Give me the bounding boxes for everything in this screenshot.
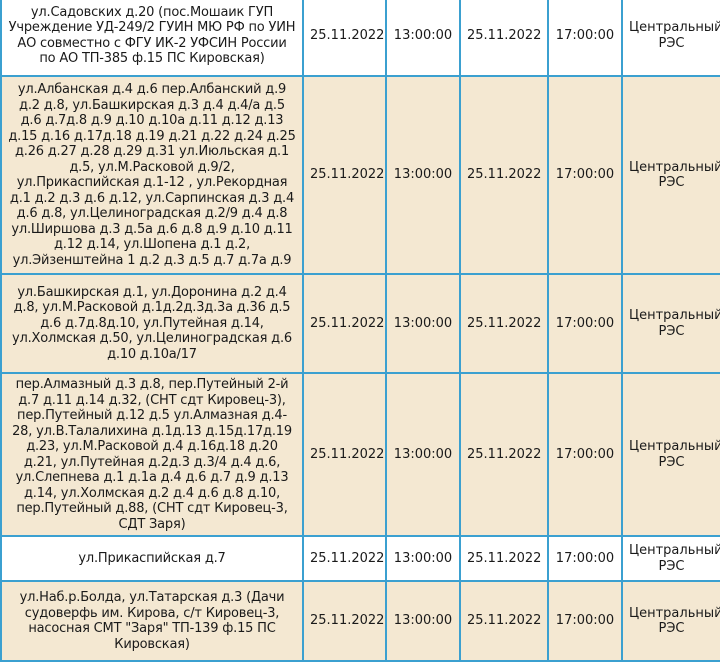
start-time-cell: 13:00:00 [385, 0, 461, 77]
end-date-cell: 25.11.2022 [459, 273, 549, 374]
start-date-cell: 25.11.2022 [302, 0, 387, 77]
start-date-cell: 25.11.2022 [302, 75, 387, 275]
address-cell: ул.Наб.р.Болда, ул.Татарская д.3 (Дачи с… [0, 580, 304, 662]
address-cell: ул.Прикаспийская д.7 [0, 535, 304, 582]
district-cell: Центральный РЭС [621, 580, 720, 662]
table-row: ул.Башкирская д.1, ул.Доронина д.2 д.4 д… [0, 273, 720, 374]
start-time-cell: 13:00:00 [385, 580, 461, 662]
start-time-cell: 13:00:00 [385, 372, 461, 537]
start-time-cell: 13:00:00 [385, 75, 461, 275]
end-date-cell: 25.11.2022 [459, 535, 549, 582]
end-time-cell: 17:00:00 [547, 580, 623, 662]
district-cell: Центральный РЭС [621, 75, 720, 275]
district-cell: Центральный РЭС [621, 372, 720, 537]
start-date-cell: 25.11.2022 [302, 535, 387, 582]
table-row: ул.Наб.р.Болда, ул.Татарская д.3 (Дачи с… [0, 580, 720, 662]
address-cell: ул.Садовских д.20 (пос.Мошаик ГУП Учрежд… [0, 0, 304, 77]
end-time-cell: 17:00:00 [547, 75, 623, 275]
district-cell: Центральный РЭС [621, 273, 720, 374]
table-row: ул.Прикаспийская д.7 25.11.2022 13:00:00… [0, 535, 720, 582]
end-time-cell: 17:00:00 [547, 273, 623, 374]
start-date-cell: 25.11.2022 [302, 580, 387, 662]
start-time-cell: 13:00:00 [385, 535, 461, 582]
end-time-cell: 17:00:00 [547, 535, 623, 582]
address-cell: ул.Албанская д.4 д.6 пер.Албанский д.9 д… [0, 75, 304, 275]
start-time-cell: 13:00:00 [385, 273, 461, 374]
start-date-cell: 25.11.2022 [302, 372, 387, 537]
end-date-cell: 25.11.2022 [459, 0, 549, 77]
district-cell: Центральный РЭС [621, 0, 720, 77]
table-row: ул.Албанская д.4 д.6 пер.Албанский д.9 д… [0, 75, 720, 275]
table-row: пер.Алмазный д.3 д.8, пер.Путейный 2-й д… [0, 372, 720, 537]
table-row: ул.Садовских д.20 (пос.Мошаик ГУП Учрежд… [0, 0, 720, 77]
district-cell: Центральный РЭС [621, 535, 720, 582]
start-date-cell: 25.11.2022 [302, 273, 387, 374]
end-time-cell: 17:00:00 [547, 372, 623, 537]
end-date-cell: 25.11.2022 [459, 372, 549, 537]
end-date-cell: 25.11.2022 [459, 580, 549, 662]
address-cell: пер.Алмазный д.3 д.8, пер.Путейный 2-й д… [0, 372, 304, 537]
end-date-cell: 25.11.2022 [459, 75, 549, 275]
address-cell: ул.Башкирская д.1, ул.Доронина д.2 д.4 д… [0, 273, 304, 374]
end-time-cell: 17:00:00 [547, 0, 623, 77]
